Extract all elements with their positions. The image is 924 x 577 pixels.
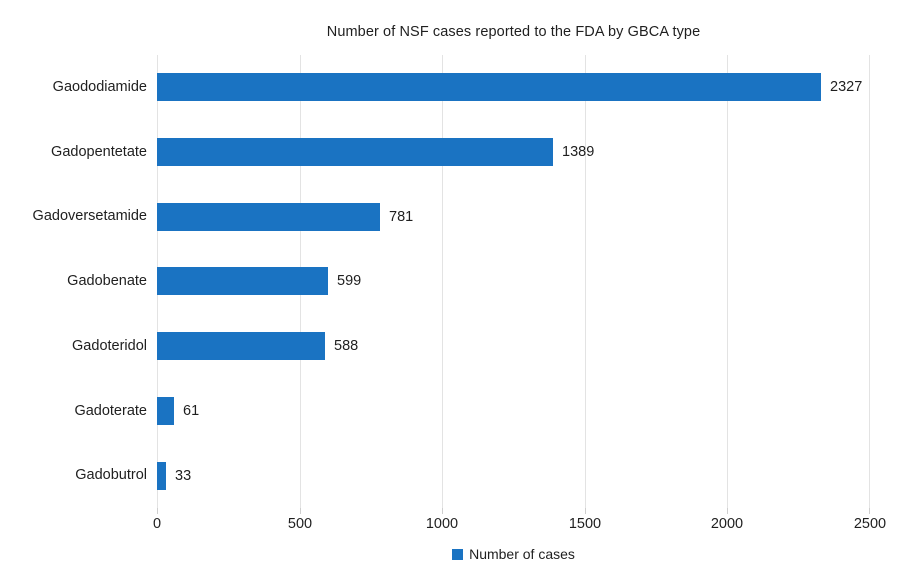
x-tick — [442, 508, 443, 514]
bar — [157, 267, 328, 295]
x-tick-label: 1000 — [425, 516, 459, 532]
bar — [157, 332, 325, 360]
bar — [157, 138, 553, 166]
bar-value-label: 599 — [337, 273, 362, 289]
gridline — [442, 55, 443, 508]
category-label: Gadobenate — [67, 273, 147, 290]
x-tick-label: 1500 — [568, 516, 602, 532]
category-label: Gadoteridol — [72, 337, 147, 354]
plot-area: 2327 1389 781 599 588 61 33 — [157, 55, 870, 514]
bar-value-label: 781 — [389, 209, 414, 225]
category-label: Gadoterate — [74, 402, 147, 419]
legend-label: Number of cases — [469, 546, 575, 562]
bar — [157, 462, 166, 490]
category-label: Gadoversetamide — [32, 208, 147, 225]
x-tick-label: 0 — [152, 516, 162, 532]
bar — [157, 73, 821, 101]
gridline — [869, 55, 870, 508]
x-tick — [869, 508, 870, 514]
x-tick-label: 2500 — [853, 516, 887, 532]
x-axis: 0 500 1000 1500 2000 2500 — [153, 516, 886, 536]
x-tick — [300, 508, 301, 514]
legend-square-icon — [452, 548, 464, 560]
category-label: Gaododiamide — [52, 79, 147, 95]
legend: Number of cases — [157, 546, 870, 562]
chart-title: Number of NSF cases reported to the FDA … — [326, 24, 701, 40]
bar-value-label: 33 — [175, 468, 192, 484]
bar-value-label: 61 — [183, 403, 200, 419]
gridline — [585, 55, 586, 508]
x-tick-label: 500 — [287, 516, 313, 532]
bar-value-label: 2327 — [830, 79, 863, 95]
x-tick — [585, 508, 586, 514]
bar-value-label: 1389 — [562, 144, 595, 160]
bar-value-label: 588 — [334, 338, 359, 354]
x-tick — [727, 508, 728, 514]
category-label: Gadopentetate — [51, 143, 147, 160]
bar — [157, 397, 174, 425]
bar — [157, 203, 380, 231]
category-label: Gadobutrol — [75, 467, 147, 484]
x-tick — [157, 508, 158, 514]
x-tick-label: 2000 — [710, 516, 744, 532]
gridline — [727, 55, 728, 508]
